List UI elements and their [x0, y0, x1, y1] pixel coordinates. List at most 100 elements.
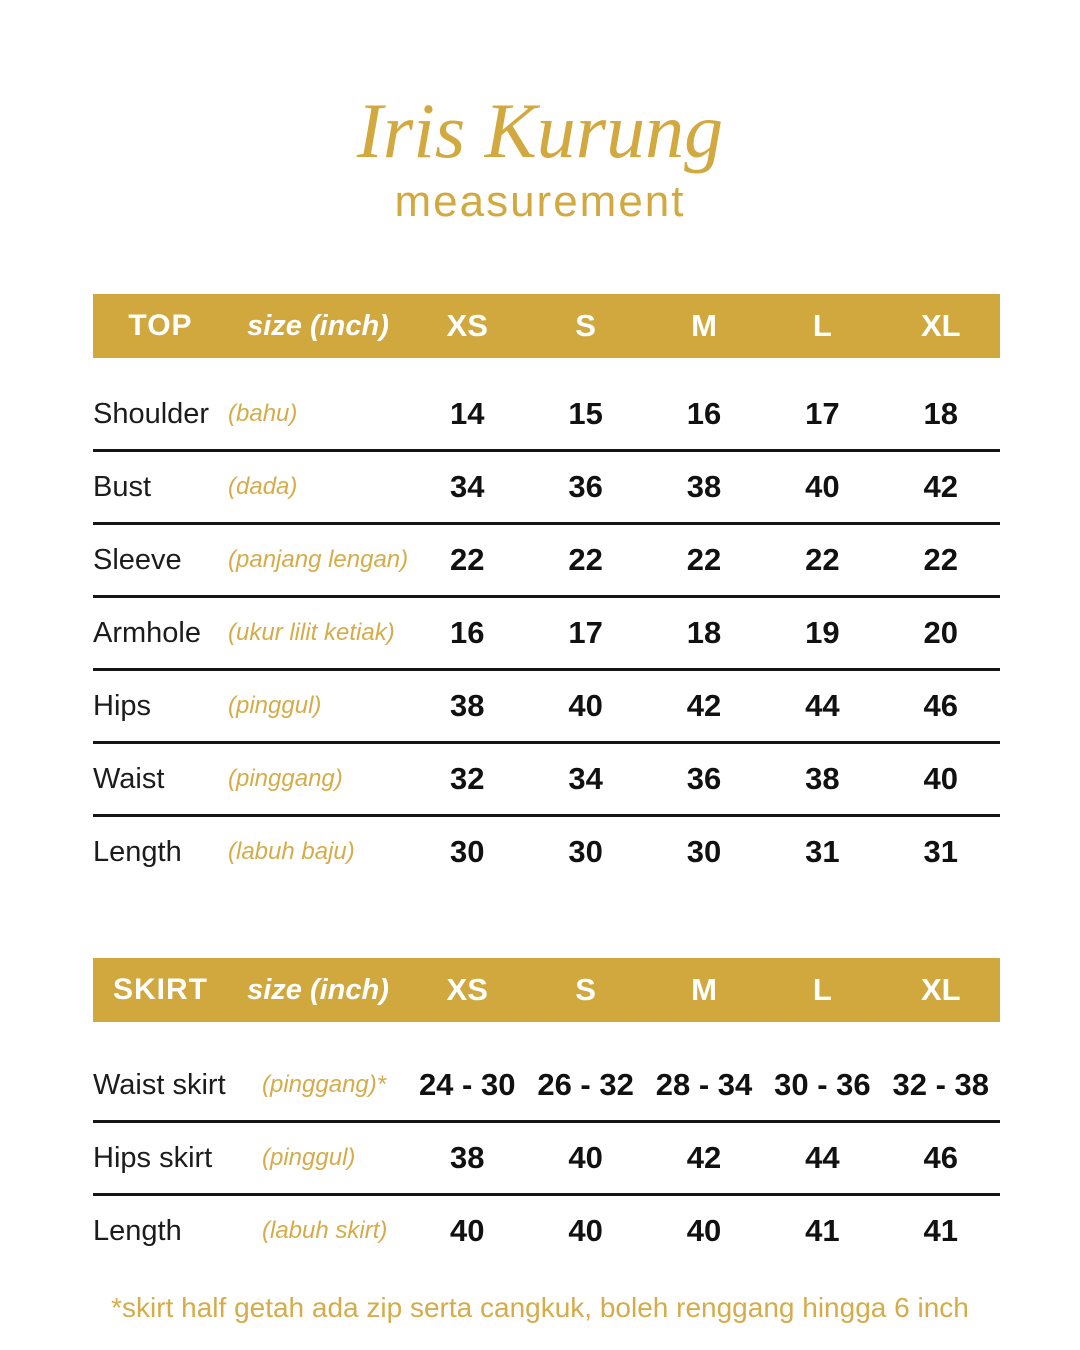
row-value: 46 [923, 1140, 959, 1175]
table-row: Hips skirt (pinggul) 38 40 42 44 46 [93, 1123, 1000, 1196]
row-value: 22 [686, 542, 722, 577]
size-column-header-xl: XL [920, 308, 961, 343]
row-value: 40 [568, 1140, 603, 1175]
row-value: 40 [923, 761, 959, 796]
row-value: 17 [568, 615, 603, 650]
row-value: 22 [449, 542, 485, 577]
row-value: 24 - 30 [418, 1067, 516, 1102]
row-malay-label: (dada) [228, 473, 298, 500]
table-row: Length (labuh skirt) 40 40 40 41 41 [93, 1196, 1000, 1266]
row-value: 41 [805, 1213, 840, 1248]
skirt-footnote: *skirt half getah ada zip serta cangkuk,… [111, 1292, 969, 1323]
size-column-header-xs: XS [446, 308, 488, 343]
top-table-rows: Shoulder (bahu) 14 15 16 17 18 Bust (dad… [93, 358, 1000, 887]
size-column-header-s: S [575, 308, 596, 343]
row-value: 44 [805, 688, 840, 723]
table-row: Armhole (ukur lilit ketiak) 16 17 18 19 … [93, 598, 1000, 671]
row-value: 34 [449, 469, 485, 504]
table-row: Bust (dada) 34 36 38 40 42 [93, 452, 1000, 525]
row-value: 44 [805, 1140, 840, 1175]
row-malay-label: (pinggang)* [262, 1071, 387, 1098]
row-malay-label: (ukur lilit ketiak) [228, 619, 395, 646]
row-value: 32 [449, 761, 485, 796]
row-value: 28 - 34 [655, 1067, 753, 1102]
skirt-table-rows: Waist skirt (pinggang)* 24 - 30 26 - 32 … [93, 1022, 1000, 1266]
row-value: 30 [568, 834, 603, 869]
row-value: 32 - 38 [892, 1067, 990, 1102]
size-column-header-xl: XL [920, 972, 961, 1007]
unit-label: size (inch) [247, 309, 389, 342]
row-value: 42 [686, 688, 722, 723]
row-value: 34 [568, 761, 603, 796]
size-column-header-m: M [691, 308, 717, 343]
row-value: 16 [449, 615, 485, 650]
row-value: 16 [686, 396, 722, 431]
row-label: Hips [93, 689, 152, 722]
table-row: Waist (pinggang) 32 34 36 38 40 [93, 744, 1000, 817]
row-value: 40 [568, 1213, 603, 1248]
row-value: 41 [923, 1213, 959, 1248]
table-name: TOP [128, 309, 193, 342]
row-malay-label: (labuh baju) [228, 838, 355, 865]
row-label: Length [93, 1214, 182, 1247]
row-value: 18 [686, 615, 722, 650]
size-column-header-l: L [812, 972, 832, 1007]
row-label: Waist skirt [93, 1068, 226, 1101]
top-table-header: TOP size (inch) XS S M L XL [93, 294, 1000, 358]
row-malay-label: (pinggul) [228, 692, 322, 719]
row-value: 46 [923, 688, 959, 723]
skirt-table-header: SKIRT size (inch) XS S M L XL [93, 958, 1000, 1022]
row-value: 18 [923, 396, 959, 431]
table-row: Hips (pinggul) 38 40 42 44 46 [93, 671, 1000, 744]
row-value: 40 [568, 688, 603, 723]
row-value: 22 [923, 542, 959, 577]
row-value: 38 [449, 1140, 485, 1175]
row-value: 31 [805, 834, 840, 869]
size-column-header-m: M [691, 972, 717, 1007]
unit-label: size (inch) [247, 973, 389, 1006]
size-column-header-xs: XS [446, 972, 488, 1007]
table-row: Shoulder (bahu) 14 15 16 17 18 [93, 379, 1000, 452]
row-malay-label: (pinggang) [228, 765, 343, 792]
row-value: 36 [568, 469, 603, 504]
row-label: Armhole [93, 616, 201, 649]
size-column-header-s: S [575, 972, 596, 1007]
row-malay-label: (pinggul) [262, 1144, 356, 1171]
row-value: 38 [805, 761, 840, 796]
size-column-header-l: L [812, 308, 832, 343]
row-malay-label: (panjang lengan) [228, 546, 409, 573]
row-value: 26 - 32 [537, 1067, 634, 1102]
row-value: 40 [449, 1213, 485, 1248]
table-row: Waist skirt (pinggang)* 24 - 30 26 - 32 … [93, 1050, 1000, 1123]
page-subtitle: measurement [394, 177, 686, 226]
row-label: Waist [93, 762, 165, 795]
row-label: Sleeve [93, 543, 182, 576]
row-value: 40 [686, 1213, 722, 1248]
row-label: Length [93, 835, 182, 868]
row-label: Hips skirt [93, 1141, 213, 1174]
table-row: Length (labuh baju) 30 30 30 31 31 [93, 817, 1000, 887]
row-malay-label: (bahu) [228, 400, 298, 427]
row-value: 20 [923, 615, 959, 650]
row-value: 40 [805, 469, 840, 504]
row-value: 22 [805, 542, 840, 577]
row-label: Bust [93, 470, 152, 503]
row-value: 31 [923, 834, 959, 869]
row-value: 38 [686, 469, 722, 504]
row-value: 17 [805, 396, 840, 431]
table-name: SKIRT [113, 973, 208, 1006]
row-value: 36 [686, 761, 722, 796]
row-value: 14 [449, 396, 485, 431]
row-value: 30 - 36 [774, 1067, 871, 1102]
row-label: Shoulder [93, 397, 210, 430]
row-value: 42 [923, 469, 959, 504]
row-value: 38 [449, 688, 485, 723]
row-malay-label: (labuh skirt) [262, 1217, 388, 1244]
skirt-size-table: SKIRT size (inch) XS S M L XL Waist skir… [93, 958, 1000, 1266]
row-value: 30 [449, 834, 485, 869]
row-value: 22 [568, 542, 603, 577]
row-value: 42 [686, 1140, 722, 1175]
row-value: 30 [686, 834, 722, 869]
row-value: 15 [568, 396, 603, 431]
